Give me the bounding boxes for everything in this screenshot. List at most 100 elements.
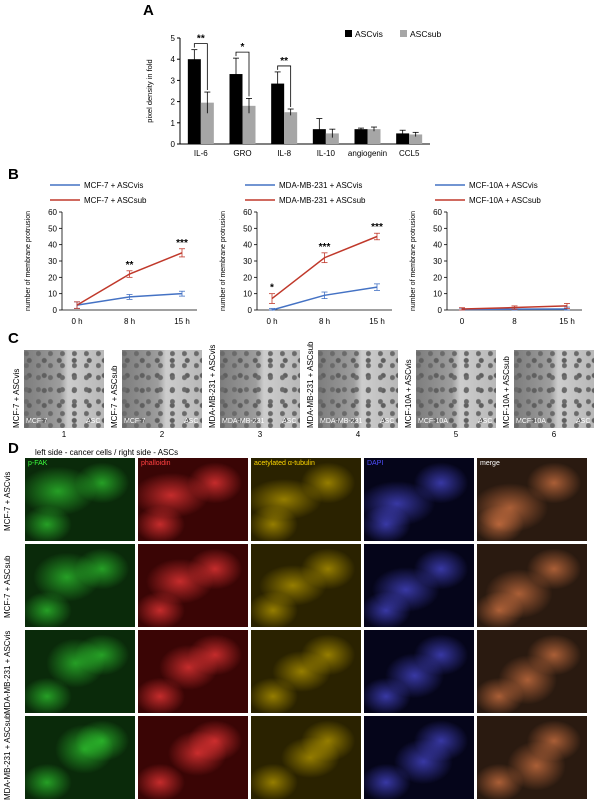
channel-label: acetylated α-tubulin bbox=[254, 460, 315, 467]
x-tick-label: 8 h bbox=[124, 317, 135, 326]
category-label: IL-8 bbox=[277, 149, 291, 158]
micrograph-left-label: MCF-10A bbox=[418, 418, 448, 425]
fluorescence-image bbox=[364, 716, 474, 799]
micrograph-number: 5 bbox=[453, 430, 459, 439]
micrograph-number: 3 bbox=[257, 430, 263, 439]
x-tick-label: 0 bbox=[460, 317, 465, 326]
y-tick-label: 40 bbox=[433, 241, 442, 250]
category-label: CCL5 bbox=[399, 149, 420, 158]
micrograph-right-label: ASC bbox=[184, 418, 199, 425]
category-label: GRO bbox=[233, 149, 251, 158]
panel-d-fluorescence: MCF-7 + ASCvis p-FAK phalloidin acetylated … bbox=[0, 458, 600, 808]
legend-label: MCF-10A + ASCsub bbox=[469, 196, 541, 205]
significance-marker: ** bbox=[126, 260, 134, 271]
micrograph-image bbox=[24, 350, 104, 428]
fluorescence-image bbox=[251, 630, 361, 713]
bar bbox=[409, 134, 423, 144]
y-tick-label: 60 bbox=[48, 208, 57, 217]
x-tick-label: 8 h bbox=[319, 317, 330, 326]
x-tick-label: 0 h bbox=[266, 317, 277, 326]
micrograph-image bbox=[220, 350, 300, 428]
bar bbox=[354, 129, 368, 144]
y-axis-label: number of membrane protrusion bbox=[410, 211, 417, 311]
bar bbox=[200, 102, 214, 144]
legend-label: MCF-7 + ASCsub bbox=[84, 196, 147, 205]
fluorescence-image bbox=[25, 716, 135, 799]
fluorescence-image bbox=[251, 544, 361, 627]
micrograph-right-label: ASC bbox=[380, 418, 395, 425]
category-label: IL-6 bbox=[194, 149, 208, 158]
micrograph-number: 1 bbox=[61, 430, 67, 439]
y-tick-label: 50 bbox=[48, 224, 57, 233]
y-tick-label: 40 bbox=[243, 241, 252, 250]
panel-letter-c: C bbox=[8, 330, 19, 347]
significance-bracket bbox=[193, 43, 208, 91]
fluorescence-image bbox=[25, 458, 135, 541]
bar-chart-cytokines: 0 1 2 3 4 5 pixel density in fold IL-6 GRO IL-8 IL… bbox=[145, 29, 441, 158]
y-axis-label: number of membrane protrusion bbox=[25, 211, 32, 311]
x-tick-label: 8 bbox=[512, 317, 517, 326]
category-label: angiogenin bbox=[348, 149, 387, 158]
legend-label: MCF-7 + ASCvis bbox=[84, 181, 143, 190]
y-tick-label: 10 bbox=[48, 290, 57, 299]
legend-label: ASCvis bbox=[355, 29, 383, 39]
significance-marker: ** bbox=[197, 34, 205, 45]
micrograph-condition-label: MDA-MB-231 + ASCvis bbox=[208, 344, 217, 428]
fluorescence-image bbox=[364, 458, 474, 541]
fluorescence-row-label: MCF-7 + ASCsub bbox=[3, 555, 12, 619]
fluorescence-row-label: MDA-MB-231 + ASCsub bbox=[3, 713, 12, 800]
micrograph-number: 6 bbox=[551, 430, 557, 439]
y-tick-label: 60 bbox=[243, 208, 252, 217]
micrograph-left-label: MCF-7 bbox=[124, 418, 146, 425]
legend-label: MCF-10A + ASCvis bbox=[469, 181, 538, 190]
legend-label: MDA-MB-231 + ASCvis bbox=[279, 181, 362, 190]
bar bbox=[367, 129, 381, 144]
y-tick-label: 50 bbox=[243, 224, 252, 233]
micrograph-right-label: ASC bbox=[86, 418, 101, 425]
bar bbox=[242, 105, 256, 144]
legend-label: ASCsub bbox=[410, 29, 441, 39]
bar bbox=[229, 74, 243, 144]
fluorescence-image bbox=[251, 716, 361, 799]
y-tick-label: 50 bbox=[433, 224, 442, 233]
micrograph-right-label: ASC bbox=[576, 418, 591, 425]
line-chart-mcf10a: MCF-10A + ASCvis MCF-10A + ASCsub 0 10 20 30 4… bbox=[410, 181, 582, 326]
legend-swatch bbox=[400, 30, 407, 37]
significance-bracket bbox=[235, 51, 250, 97]
x-tick-label: 15 h bbox=[559, 317, 575, 326]
micrograph-left-label: MDA-MB-231 bbox=[222, 418, 265, 425]
significance-marker: *** bbox=[176, 238, 188, 249]
y-tick-label: 20 bbox=[48, 273, 57, 282]
fluorescence-image bbox=[477, 630, 587, 713]
micrograph-condition-label: MDA-MB-231 + ASCsub bbox=[306, 341, 315, 428]
micrograph-image bbox=[416, 350, 496, 428]
y-tick-label: 0 bbox=[248, 306, 253, 315]
y-tick-label: 10 bbox=[433, 290, 442, 299]
fluorescence-image bbox=[477, 458, 587, 541]
micrograph-number: 2 bbox=[159, 430, 165, 439]
y-tick-label: 1 bbox=[171, 119, 176, 128]
x-tick-label: 15 h bbox=[369, 317, 385, 326]
y-tick-label: 4 bbox=[171, 55, 176, 64]
y-tick-label: 10 bbox=[243, 290, 252, 299]
fluorescence-image bbox=[477, 544, 587, 627]
fluorescence-image bbox=[25, 544, 135, 627]
micrograph-left-label: MCF-7 bbox=[26, 418, 48, 425]
fluorescence-image bbox=[251, 458, 361, 541]
bar bbox=[396, 133, 410, 144]
fluorescence-image bbox=[138, 544, 248, 627]
micrograph-condition-label: MCF-7 + ASCsub bbox=[110, 365, 119, 428]
significance-marker: ** bbox=[280, 56, 288, 67]
line-chart-mcf7: MCF-7 + ASCvis MCF-7 + ASCsub 0 10 20 30 40 50 6… bbox=[25, 181, 197, 326]
y-tick-label: 60 bbox=[433, 208, 442, 217]
channel-label: DAPI bbox=[367, 460, 384, 467]
micrograph-right-label: ASC bbox=[478, 418, 493, 425]
line-chart-mdamb231: MDA-MB-231 + ASCvis MDA-MB-231 + ASCsub 0 1… bbox=[220, 181, 392, 326]
category-label: IL-10 bbox=[317, 149, 336, 158]
fluorescence-row-label: MCF-7 + ASCvis bbox=[3, 471, 12, 531]
x-tick-label: 15 h bbox=[174, 317, 190, 326]
y-tick-label: 30 bbox=[433, 257, 442, 266]
micrograph-condition-label: MCF-10A + ASCsub bbox=[502, 356, 511, 428]
y-tick-label: 0 bbox=[438, 306, 443, 315]
bar bbox=[187, 59, 201, 145]
